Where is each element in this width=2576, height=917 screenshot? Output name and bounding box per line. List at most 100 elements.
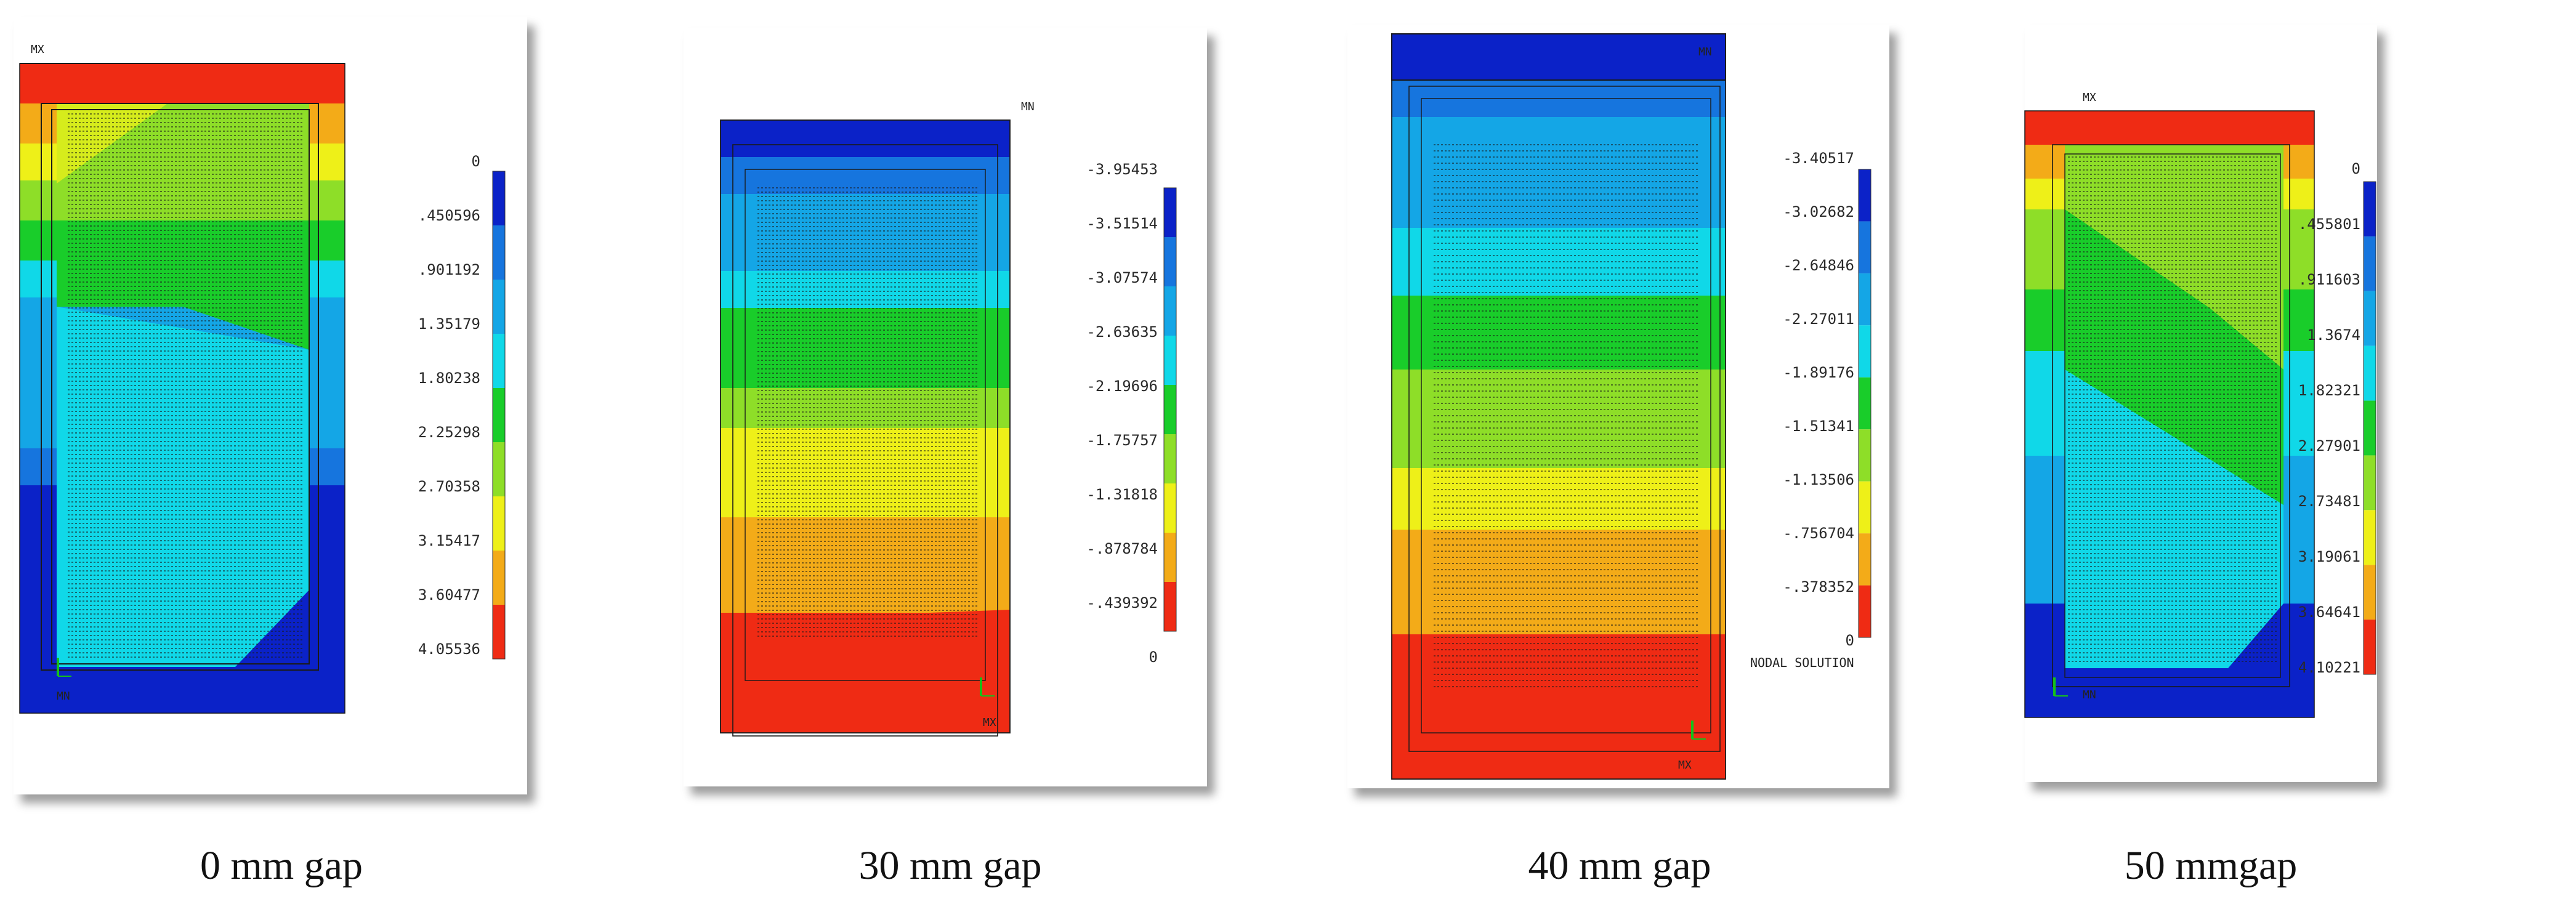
- legend-value: -1.89176: [1783, 364, 1854, 381]
- legend-swatch: [493, 551, 505, 605]
- contour-band: [1392, 468, 1726, 530]
- legend-swatch: [493, 442, 505, 496]
- min-marker-label: MN: [1698, 46, 1712, 59]
- contour-band: [2025, 668, 2314, 717]
- legend-value: -2.63635: [1086, 323, 1158, 341]
- contour-band: [20, 63, 345, 103]
- legend-value: 0: [471, 153, 480, 170]
- legend-value: -.378352: [1783, 578, 1854, 596]
- legend-value: 3.64641: [2298, 604, 2360, 621]
- contour-band: [1392, 370, 1726, 468]
- legend-swatch: [493, 334, 505, 388]
- inner-frame: [745, 169, 986, 681]
- contour-plot-40mm: [1391, 33, 1871, 780]
- legend-value: 0: [2351, 160, 2360, 177]
- legend-swatch: [1164, 582, 1176, 631]
- inner-frame: [732, 144, 998, 737]
- contour-band: [721, 271, 1010, 308]
- legend-value: .911603: [2298, 271, 2360, 288]
- legend-value: -2.19696: [1086, 378, 1158, 395]
- contour-region: [2065, 145, 2283, 370]
- legend-swatch: [1859, 533, 1871, 586]
- min-marker-label: MN: [57, 690, 70, 703]
- legend-swatch: [1859, 481, 1871, 534]
- mesh-grid: [68, 109, 303, 658]
- legend-value: -1.75757: [1086, 432, 1158, 449]
- legend-value: 2.73481: [2298, 493, 2360, 510]
- legend-swatch: [1164, 286, 1176, 336]
- legend-value: 3.19061: [2298, 548, 2360, 565]
- legend-value: -3.40517: [1783, 150, 1854, 167]
- legend-frame: [1858, 169, 1871, 638]
- caption-40mm: 40 mm gap: [1528, 843, 1711, 888]
- min-marker-label: MN: [2083, 689, 2096, 701]
- inner-frame: [1408, 86, 1721, 752]
- contour-band: [1392, 634, 1726, 779]
- outer-frame: [2024, 110, 2315, 718]
- legend-value: 1.35179: [418, 315, 480, 333]
- legend-value: 1.82321: [2298, 382, 2360, 399]
- legend-swatch: [1859, 221, 1871, 273]
- contour-band: [1392, 296, 1726, 370]
- legend-value: -3.02682: [1783, 203, 1854, 220]
- legend-swatch: [1859, 273, 1871, 326]
- contour-band: [721, 308, 1010, 348]
- legend-value: -3.07574: [1086, 269, 1158, 286]
- legend-value: 4.05536: [418, 640, 480, 658]
- legend-swatch: [2364, 236, 2376, 291]
- legend-swatch: [1164, 385, 1176, 434]
- legend-value: .450596: [418, 207, 480, 224]
- legend-swatch: [2364, 565, 2376, 620]
- contour-region: [2065, 209, 2283, 505]
- contour-band: [721, 557, 1010, 613]
- contour-region: [1392, 560, 1726, 634]
- contour-band: [721, 231, 1010, 271]
- legend-swatch: [1164, 188, 1176, 237]
- legend-value: 3.15417: [418, 532, 480, 549]
- legend-frame: [492, 171, 506, 660]
- legend-swatch: [1859, 169, 1871, 222]
- caption-50mm: 50 mmgap: [2124, 843, 2298, 888]
- legend-value: -1.31818: [1086, 486, 1158, 503]
- legend-value: -2.27011: [1783, 310, 1854, 328]
- contour-region: [57, 220, 309, 350]
- legend-swatch: [1859, 377, 1871, 430]
- legend-value: 2.70358: [418, 478, 480, 495]
- legend-swatch: [493, 605, 505, 659]
- max-marker-label: MX: [1678, 759, 1692, 772]
- legend-swatch: [1164, 336, 1176, 385]
- legend-value: 3.60477: [418, 586, 480, 604]
- contour-plot-0mm: [19, 63, 506, 714]
- inner-frame: [2064, 153, 2281, 678]
- legend-swatch: [1859, 325, 1871, 378]
- legend-swatch: [1859, 429, 1871, 482]
- legend-value: -3.51514: [1086, 215, 1158, 232]
- legend-swatch: [493, 388, 505, 442]
- legend-value: -2.64846: [1783, 257, 1854, 274]
- caption-30mm: 30 mm gap: [858, 843, 1042, 888]
- nodal-solution-label: NODAL SOLUTION: [1750, 655, 1854, 670]
- contour-band: [721, 194, 1010, 231]
- top-plate: [1391, 33, 1726, 81]
- inner-frame: [41, 103, 319, 671]
- min-marker-label: MN: [1021, 100, 1035, 113]
- legend-swatch: [2364, 455, 2376, 511]
- legend-swatch: [2364, 620, 2376, 674]
- contour-band: [721, 348, 1010, 388]
- legend-value: -.878784: [1086, 540, 1158, 557]
- contour-panel-50mm: MX MN 0 .455801 .911603 1.3674 1.82321 2.2790…: [2024, 25, 2377, 782]
- contour-band: [1392, 228, 1726, 296]
- contour-band: [721, 157, 1010, 194]
- outer-frame: [720, 119, 1011, 733]
- legend-value: 2.27901: [2298, 437, 2360, 454]
- legend-value: 0: [1845, 632, 1854, 649]
- contour-panel-40mm: MN MX -3.40517 -3.02682 -2.64846 -2.27011 -1…: [1347, 25, 1889, 788]
- legend-value: 0: [1149, 648, 1158, 666]
- legend-value: 2.25298: [418, 424, 480, 441]
- legend-swatch: [1164, 483, 1176, 533]
- contour-band: [721, 428, 1010, 468]
- legend-value: 1.3674: [2307, 326, 2360, 344]
- max-marker-label: MX: [983, 716, 996, 729]
- legend-frame: [2363, 181, 2376, 675]
- mesh-grid: [757, 187, 979, 637]
